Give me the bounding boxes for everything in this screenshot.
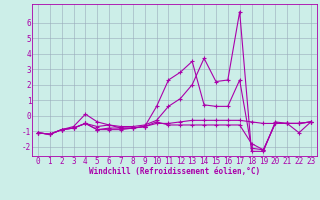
X-axis label: Windchill (Refroidissement éolien,°C): Windchill (Refroidissement éolien,°C) <box>89 167 260 176</box>
